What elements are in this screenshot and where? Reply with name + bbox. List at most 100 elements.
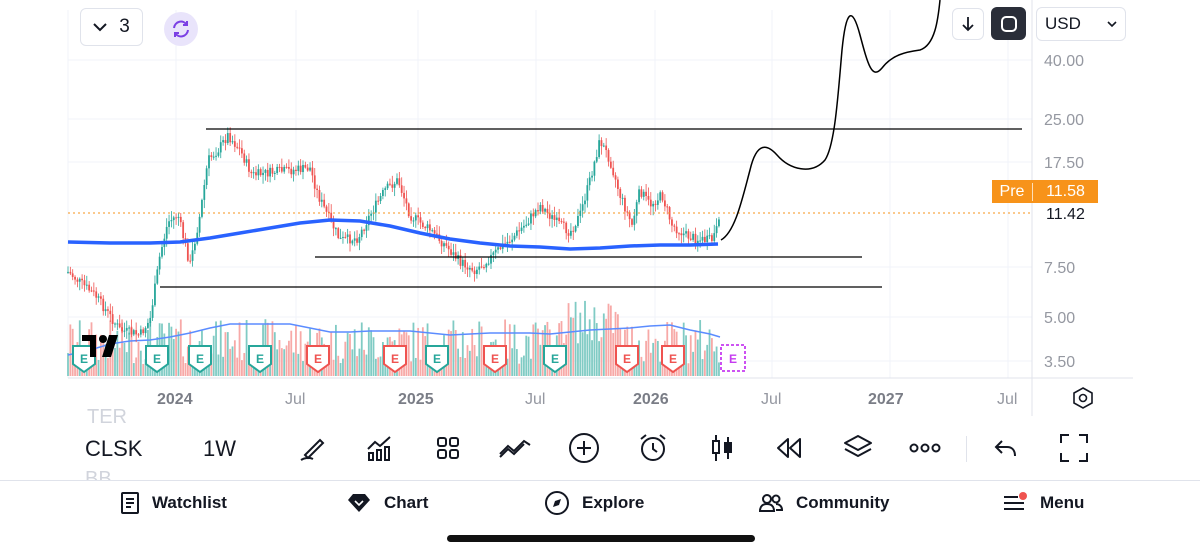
time-tick: 2027 [868, 391, 904, 408]
candle-body [659, 192, 662, 201]
time-tick: Jul [761, 391, 781, 408]
candle-body [471, 267, 474, 271]
candle-body [407, 203, 410, 217]
volume-bar [513, 324, 516, 376]
alerts-button[interactable] [635, 430, 671, 466]
earnings-marker[interactable]: E [188, 345, 212, 374]
indicators-button[interactable] [361, 430, 397, 466]
drawn-horizontal-lines[interactable] [160, 128, 1022, 288]
chart-area[interactable]: E E E E E E E E E E E E 40.00 25.00 17.50 7.50 5.00… [0, 0, 1200, 480]
candle-body [276, 166, 279, 173]
candle-body [285, 166, 288, 168]
upcoming-earnings-marker[interactable]: E [720, 344, 746, 372]
earnings-marker-label: E [80, 352, 88, 366]
drawing-tools-button[interactable] [294, 430, 330, 466]
grid-icon [437, 437, 459, 459]
earnings-marker[interactable]: E [306, 345, 330, 374]
replay-button[interactable] [771, 430, 807, 466]
earnings-marker[interactable]: E [615, 345, 639, 374]
volume-bar [351, 349, 354, 376]
candle-body [71, 273, 74, 277]
tab-watchlist[interactable]: Watchlist [120, 491, 227, 515]
candle-body [410, 216, 412, 221]
candle-body [424, 226, 427, 229]
volume-bar [600, 337, 603, 376]
undo-button[interactable] [988, 430, 1024, 466]
earnings-marker[interactable]: E [543, 345, 567, 374]
volume-bar [245, 320, 248, 376]
candle-body [83, 280, 86, 286]
candle-body [257, 169, 260, 176]
candle-body [313, 175, 316, 189]
compare-button[interactable] [497, 430, 533, 466]
price-tick: 5.00 [1044, 310, 1075, 327]
projection-curve[interactable] [720, 0, 941, 241]
candle-body [107, 309, 109, 311]
candle-body [76, 279, 79, 282]
candle-body [353, 238, 356, 241]
time-scale[interactable]: 2024 Jul 2025 Jul 2026 Jul 2027 Jul [157, 391, 1017, 408]
chart-type-button[interactable] [704, 430, 740, 466]
earnings-marker[interactable]: E [145, 345, 169, 374]
candle-body [102, 298, 105, 312]
fullscreen-button[interactable] [1056, 430, 1092, 466]
volume-bar [222, 356, 224, 376]
earnings-marker[interactable]: E [483, 345, 507, 374]
candle-body [81, 278, 83, 281]
volume-bar [530, 358, 532, 376]
interval-count-button[interactable]: 3 [80, 8, 143, 46]
tab-explore[interactable]: Explore [544, 491, 644, 515]
timeframe-button[interactable]: 1W [203, 436, 236, 461]
fullscreen-toggle-button[interactable] [991, 7, 1026, 40]
more-options-button[interactable] [907, 430, 943, 466]
candle-body [682, 233, 685, 236]
candle-body [541, 204, 544, 212]
candle-body [269, 167, 271, 177]
candle-body [459, 255, 462, 266]
volume-bar [652, 342, 655, 376]
tradingview-logo[interactable] [82, 333, 128, 364]
tab-menu[interactable]: Menu [1002, 491, 1084, 515]
volume-bar [132, 363, 135, 376]
volume-bar [515, 349, 518, 376]
chart-canvas[interactable]: E E E E E E E E E E E E 40.00 25.00 17.50 7.50 5.00… [0, 0, 1200, 480]
candle-body [203, 184, 206, 200]
candle-body [149, 317, 152, 323]
chart-settings-button[interactable] [1070, 385, 1096, 411]
candle-body [555, 217, 558, 220]
currency-select[interactable]: USD [1036, 7, 1126, 41]
arrow-down-icon [962, 17, 974, 32]
candle-body [631, 219, 633, 225]
candle-body [158, 256, 161, 270]
candle-body [382, 189, 384, 197]
candle-body [532, 213, 535, 217]
object-tree-button[interactable] [840, 430, 876, 466]
candle-body [292, 169, 295, 175]
earnings-marker-label: E [551, 352, 559, 366]
candle-body [90, 290, 93, 292]
earnings-marker[interactable]: E [425, 345, 449, 374]
candle-body [680, 233, 683, 236]
candle-body [612, 167, 615, 176]
earnings-marker[interactable]: E [383, 345, 407, 374]
earnings-marker[interactable]: E [661, 345, 685, 374]
candle-body [229, 133, 232, 143]
volume-bar [280, 348, 283, 376]
add-button[interactable] [566, 430, 602, 466]
price-scale[interactable]: 40.00 25.00 17.50 7.50 5.00 3.50 [1044, 53, 1084, 371]
sync-button[interactable] [164, 12, 198, 46]
volume-bar [125, 352, 128, 376]
candle-body [88, 284, 91, 291]
tab-chart[interactable]: Chart [346, 491, 428, 515]
candle-body [389, 183, 391, 185]
symbol-button[interactable]: CLSK [85, 436, 143, 461]
candle-body [114, 323, 116, 325]
volume-bar [233, 340, 236, 376]
candle-body [497, 247, 499, 250]
tab-community[interactable]: Community [758, 491, 890, 515]
volume-bar [67, 353, 69, 376]
scroll-to-latest-button[interactable] [952, 8, 984, 40]
earnings-marker[interactable]: E [248, 345, 272, 374]
layout-grid-button[interactable] [430, 430, 466, 466]
